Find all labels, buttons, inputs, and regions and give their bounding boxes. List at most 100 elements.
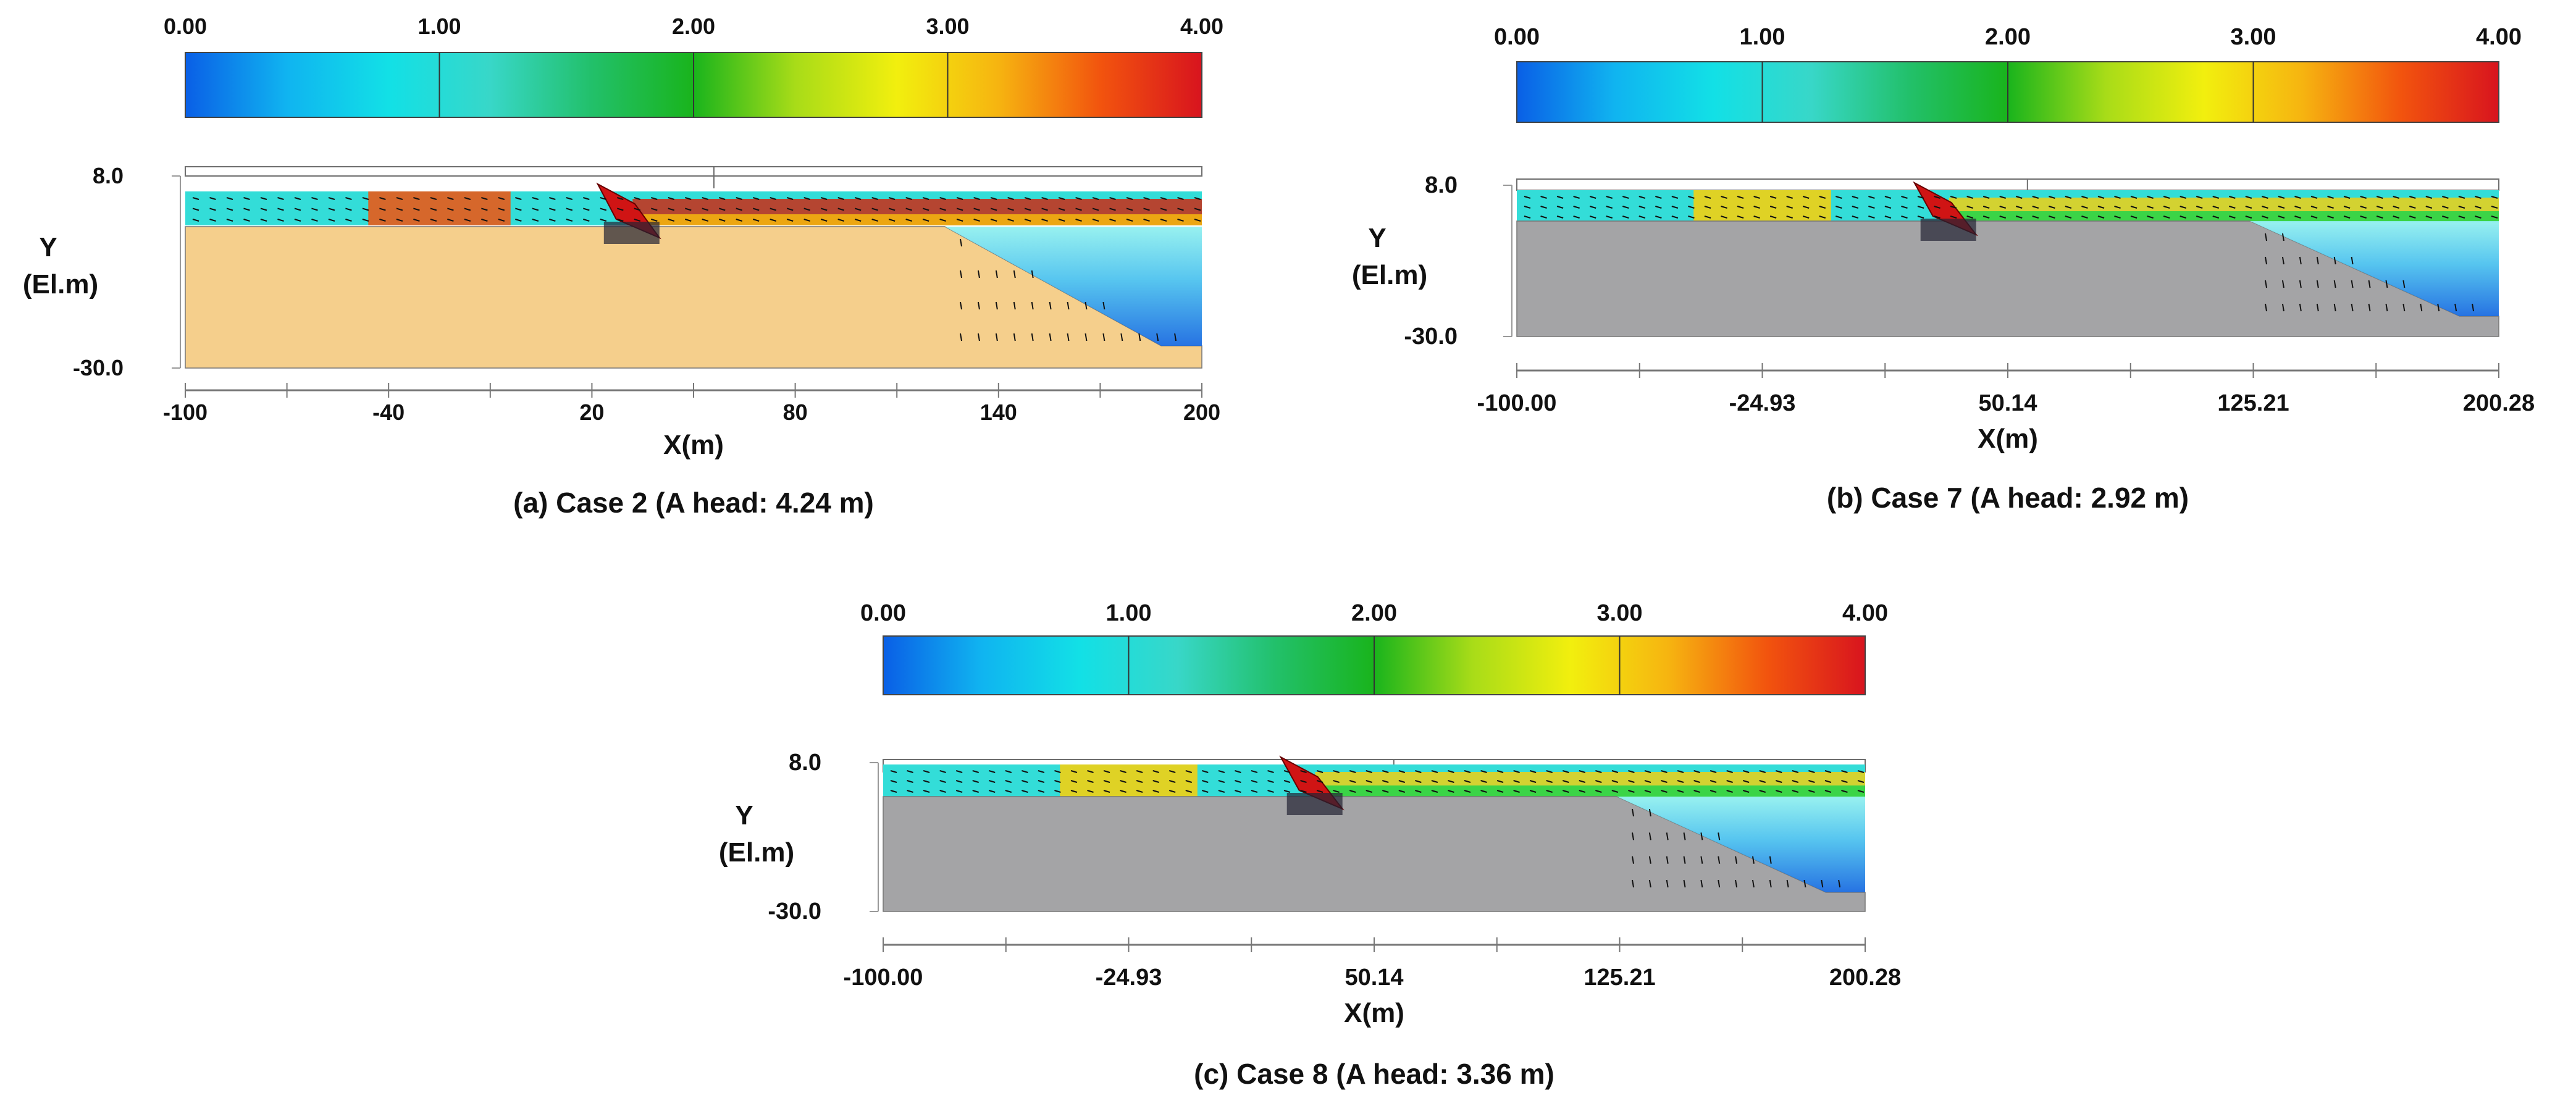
velocity-arrow <box>2281 280 2284 288</box>
velocity-arrow <box>1786 216 1793 219</box>
velocity-arrow <box>1693 770 1700 773</box>
velocity-arrow <box>2015 196 2023 199</box>
velocity-arrow <box>549 207 556 211</box>
velocity-arrow <box>1666 832 1669 840</box>
velocity-arrow <box>1464 780 1471 783</box>
velocity-arrow <box>1267 770 1274 773</box>
velocity-arrow <box>1595 790 1602 793</box>
velocity-arrow <box>1710 790 1717 793</box>
velocity-arrow <box>1316 780 1324 783</box>
velocity-arrow <box>1648 879 1651 888</box>
velocity-arrow <box>1611 790 1619 793</box>
velocity-arrow <box>379 219 386 222</box>
velocity-arrow <box>977 333 980 341</box>
velocity-arrow <box>1031 333 1034 341</box>
velocity-arrow <box>1632 856 1634 864</box>
velocity-arrow <box>1700 879 1703 888</box>
velocity-arrow <box>1726 770 1733 773</box>
velocity-arrow <box>1431 790 1438 793</box>
velocity-arrow <box>260 219 267 222</box>
velocity-arrow <box>668 219 675 222</box>
velocity-arrow <box>1382 780 1389 783</box>
flow-band-upstream <box>1693 190 1831 222</box>
y-axis-unit: (El.m) <box>23 269 98 299</box>
velocity-arrow <box>1038 780 1045 783</box>
velocity-arrow <box>464 219 471 222</box>
velocity-arrow <box>2343 196 2351 199</box>
velocity-arrow <box>923 780 930 783</box>
velocity-arrow <box>2196 196 2203 199</box>
velocity-arrow <box>1349 790 1356 793</box>
velocity-arrow <box>345 219 352 222</box>
velocity-arrow <box>1058 219 1065 222</box>
velocity-arrow <box>1431 780 1438 783</box>
velocity-arrow <box>1431 770 1438 773</box>
x-tick-label: 50.14 <box>1345 965 1403 990</box>
velocity-arrow <box>1087 780 1094 783</box>
velocity-arrow <box>2491 196 2498 199</box>
velocity-arrow <box>2442 216 2449 219</box>
velocity-arrow <box>1075 219 1082 222</box>
color-scale-label: 1.00 <box>1740 24 1785 50</box>
velocity-arrow <box>1102 333 1105 341</box>
velocity-arrow <box>362 207 369 211</box>
velocity-arrow <box>1267 790 1274 793</box>
velocity-arrow <box>2278 206 2285 209</box>
velocity-arrow <box>1054 780 1061 783</box>
velocity-arrow <box>1031 301 1034 310</box>
velocity-arrow <box>1683 832 1686 840</box>
velocity-arrow <box>1802 196 1810 199</box>
velocity-arrow <box>566 197 573 200</box>
velocity-arrow <box>1174 333 1177 341</box>
velocity-arrow <box>1235 790 1241 793</box>
velocity-arrow <box>2327 216 2334 219</box>
velocity-arrow <box>803 207 810 211</box>
velocity-arrow <box>1802 206 1810 209</box>
velocity-arrow <box>871 197 878 200</box>
velocity-arrow <box>1693 790 1700 793</box>
velocity-arrow <box>379 207 386 211</box>
velocity-arrow <box>960 270 962 278</box>
velocity-arrow <box>1415 770 1422 773</box>
color-scale-label: 2.00 <box>1351 600 1397 626</box>
velocity-arrow <box>752 207 760 211</box>
velocity-arrow <box>1792 790 1799 793</box>
color-scale-label: 0.00 <box>164 14 207 39</box>
y-axis-unit: (El.m) <box>1352 260 1427 290</box>
velocity-arrow <box>1819 206 1826 209</box>
velocity-arrow <box>2491 216 2498 219</box>
velocity-arrow <box>328 219 335 222</box>
velocity-arrow <box>1546 780 1553 783</box>
velocity-arrow <box>1366 770 1373 773</box>
velocity-arrow <box>1737 196 1744 199</box>
color-scale-label: 4.00 <box>2476 24 2522 50</box>
velocity-arrow <box>2475 216 2482 219</box>
velocity-arrow <box>923 790 930 793</box>
x-axis-title: X(m) <box>1978 424 2038 454</box>
velocity-arrow <box>1054 770 1061 773</box>
velocity-arrow <box>972 770 979 773</box>
velocity-arrow <box>2032 216 2039 219</box>
color-scale-label: 1.00 <box>1106 600 1152 626</box>
velocity-arrow <box>1704 196 1711 199</box>
velocity-arrow <box>1868 206 1875 209</box>
velocity-arrow <box>2316 303 2319 312</box>
velocity-arrow <box>1999 206 2007 209</box>
velocity-arrow <box>1868 216 1875 219</box>
velocity-arrow <box>1283 790 1291 793</box>
velocity-arrow <box>1024 219 1031 222</box>
color-scale-label: 3.00 <box>2231 24 2276 50</box>
x-axis-title: X(m) <box>1344 998 1404 1028</box>
velocity-arrow <box>1857 790 1865 793</box>
velocity-arrow <box>226 197 233 200</box>
velocity-arrow <box>2081 216 2088 219</box>
velocity-arrow <box>1005 780 1012 783</box>
velocity-arrow <box>2368 303 2371 312</box>
velocity-arrow <box>736 207 743 211</box>
x-tick-label: 200.28 <box>2463 390 2535 416</box>
velocity-arrow <box>1087 770 1094 773</box>
velocity-arrow <box>2229 216 2236 219</box>
y-tick-label: -30.0 <box>1404 324 1458 350</box>
y-axis-unit: (El.m) <box>719 837 794 868</box>
velocity-arrow <box>1075 197 1082 200</box>
